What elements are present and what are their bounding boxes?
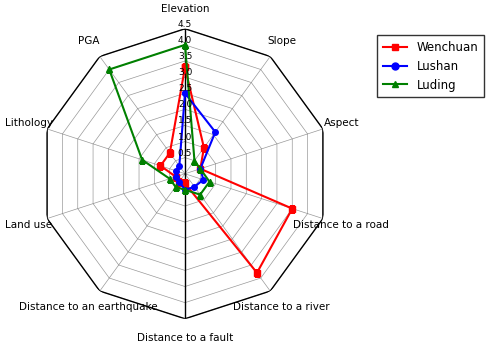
Text: 2.5: 2.5 [178, 84, 192, 93]
Text: 1.0: 1.0 [178, 132, 192, 142]
Text: 3.5: 3.5 [178, 52, 192, 61]
Text: 4.0: 4.0 [178, 36, 192, 45]
Text: 4.5: 4.5 [178, 20, 192, 29]
Text: 1.5: 1.5 [178, 117, 192, 125]
Legend: Wenchuan, Lushan, Luding: Wenchuan, Lushan, Luding [378, 35, 484, 97]
Text: 2.0: 2.0 [178, 100, 192, 109]
Text: 3.0: 3.0 [178, 68, 192, 77]
Text: 0.5: 0.5 [178, 149, 192, 157]
